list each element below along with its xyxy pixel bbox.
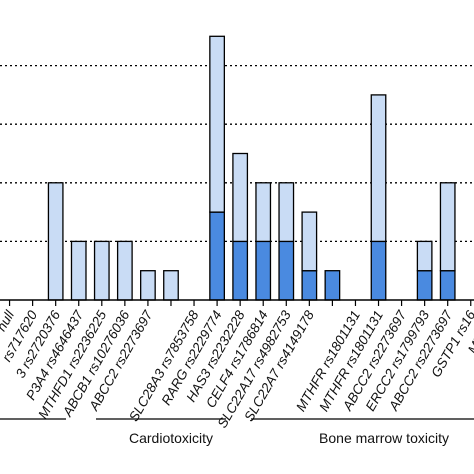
bar-segment-dark [301, 270, 318, 301]
bar-segment-dark [255, 240, 272, 301]
bar-segment-light [301, 211, 318, 272]
bar-segment-light [116, 240, 133, 301]
bar-segment-light [47, 182, 64, 301]
bar-segment-dark [232, 240, 249, 301]
bar-segment-light [70, 240, 87, 301]
bar-segment-dark [439, 270, 456, 301]
bar-segment-dark [370, 240, 387, 301]
bar-segment-light [278, 182, 295, 243]
bar-segment-light [255, 182, 272, 243]
bars [47, 35, 456, 301]
bar-segment-dark [416, 270, 433, 301]
group-label-cardiotoxicity: Cardiotoxicity [129, 430, 213, 446]
bar-segment-dark [209, 211, 226, 301]
gridlines [0, 64, 474, 243]
bar-segment-dark [324, 270, 341, 301]
bar-segment-light [163, 270, 179, 301]
bar-segment-light [93, 240, 110, 301]
bar-segment-light [140, 270, 156, 301]
bar-segment-light [439, 182, 456, 272]
bar-segment-light [232, 152, 249, 243]
group-label-bone-marrow-toxicity: Bone marrow toxicity [319, 430, 449, 446]
bar-segment-light [209, 35, 226, 213]
bar-segment-dark [278, 240, 295, 301]
bar-segment-light [416, 240, 433, 272]
bar-segment-light [370, 94, 387, 243]
